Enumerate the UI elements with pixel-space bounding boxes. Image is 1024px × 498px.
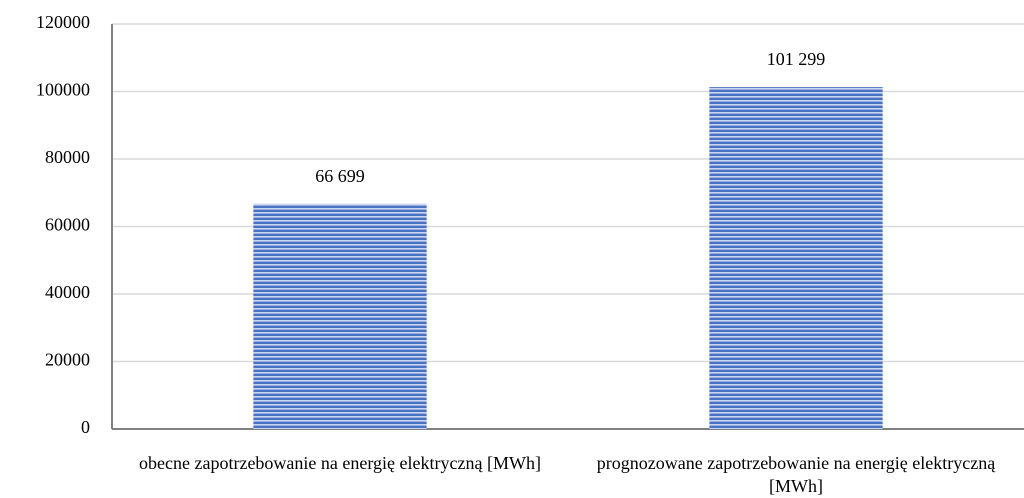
y-tick-label: 80000 — [45, 147, 90, 167]
y-tick-label: 100000 — [36, 80, 90, 100]
y-tick-label: 0 — [81, 417, 90, 437]
bar — [709, 87, 883, 429]
data-label: 101 299 — [767, 49, 826, 69]
y-tick-label: 20000 — [45, 350, 90, 370]
y-tick-label: 120000 — [36, 12, 90, 32]
y-tick-label: 60000 — [45, 215, 90, 235]
bar — [253, 203, 427, 429]
x-tick-label: prognozowane zapotrzebowanie na energię … — [596, 453, 996, 496]
data-label: 66 699 — [315, 166, 365, 186]
y-tick-label: 40000 — [45, 282, 90, 302]
x-tick-label: obecne zapotrzebowanie na energię elektr… — [139, 453, 541, 473]
